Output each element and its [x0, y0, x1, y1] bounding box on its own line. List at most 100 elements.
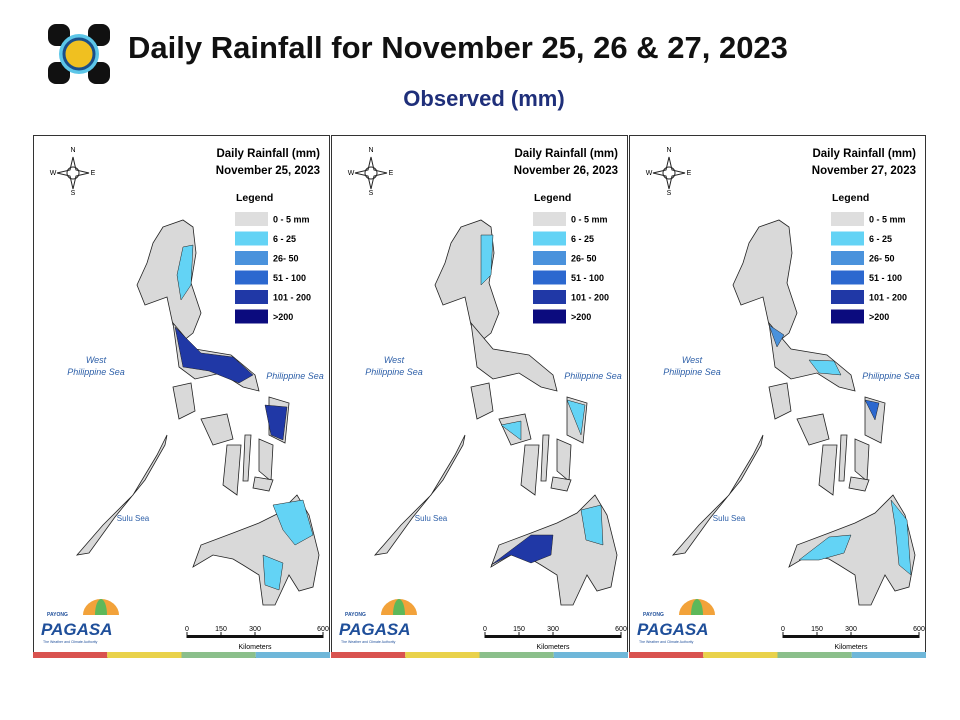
sea-label: Philippine Sea: [67, 367, 125, 377]
island: [470, 321, 558, 392]
compass-label: W: [646, 170, 653, 177]
color-strip: [629, 652, 704, 658]
rain-area: [490, 534, 554, 566]
rain-area: [580, 504, 604, 546]
compass-label: S: [369, 190, 374, 197]
color-strip: [851, 652, 926, 658]
color-strip: [107, 652, 182, 658]
legend-label: >200: [869, 312, 889, 322]
rain-area: [272, 499, 314, 546]
island: [768, 382, 792, 420]
island: [470, 382, 494, 420]
rain-area: [864, 399, 880, 421]
legend-swatch: [533, 212, 566, 226]
compass: [56, 156, 90, 190]
legend-heading: Legend: [832, 192, 869, 204]
compass-label: E: [389, 170, 394, 177]
scale-label: 0: [781, 626, 785, 633]
scale-label: 300: [249, 626, 261, 633]
map-heading: Daily Rainfall (mm): [216, 148, 320, 160]
island: [796, 413, 830, 446]
rain-area: [566, 399, 586, 436]
compass-label: N: [368, 147, 373, 154]
sea-label: Philippine Sea: [862, 371, 920, 381]
compass-label: S: [667, 190, 672, 197]
legend-label: 26- 50: [869, 254, 895, 264]
legend-label: 6 - 25: [571, 234, 594, 244]
compass-label: W: [50, 170, 57, 177]
color-strip: [405, 652, 480, 658]
legend-swatch: [533, 309, 566, 324]
map-date: November 26, 2023: [514, 165, 618, 177]
legend-label: 51 - 100: [273, 273, 306, 283]
logo: [48, 24, 110, 84]
scale-unit: Kilometers: [834, 644, 868, 651]
scale-label: 600: [615, 626, 627, 633]
scale-label: 600: [913, 626, 925, 633]
map: N S W E Daily Rainfall (mm) November 26, 2023…: [331, 135, 628, 658]
map-date: November 25, 2023: [216, 165, 320, 177]
legend-label: >200: [273, 312, 293, 322]
island: [242, 434, 252, 482]
scale-label: 0: [483, 626, 487, 633]
scale-label: 600: [317, 626, 329, 633]
sea-label: West: [682, 355, 703, 365]
compass: [354, 156, 388, 190]
color-strip: [777, 652, 852, 658]
compass-label: E: [687, 170, 692, 177]
map-heading: Daily Rainfall (mm): [812, 148, 916, 160]
scale-label: 300: [547, 626, 559, 633]
scale-label: 150: [513, 626, 525, 633]
compass: [66, 166, 80, 180]
logo-umbrella: [691, 599, 703, 615]
sea-label: Philippine Sea: [564, 371, 622, 381]
legend-label: 6 - 25: [869, 234, 892, 244]
logo-umbrella: [95, 599, 107, 615]
legend-swatch: [235, 251, 268, 265]
legend-swatch: [235, 270, 268, 285]
legend-swatch: [831, 309, 864, 324]
scale-unit: Kilometers: [536, 644, 570, 651]
logo-small: PAYONG: [643, 612, 664, 618]
color-strip: [703, 652, 778, 658]
island: [520, 444, 540, 496]
logo-name: PAGASA: [339, 620, 410, 639]
legend-label: 101 - 200: [869, 293, 907, 303]
sea-label: Sulu Sea: [713, 514, 746, 523]
legend-label: >200: [571, 312, 591, 322]
logo-name: PAGASA: [41, 620, 112, 639]
island: [550, 476, 572, 492]
legend-swatch: [831, 251, 864, 265]
rain-area: [500, 420, 522, 441]
map-panel: N S W E Daily Rainfall (mm) November 25, 2023…: [33, 135, 330, 658]
legend-label: 51 - 100: [571, 273, 604, 283]
sea-label: Philippine Sea: [365, 367, 423, 377]
legend-swatch: [831, 212, 864, 226]
rain-area: [808, 359, 842, 376]
legend-swatch: [235, 231, 268, 246]
legend-label: 101 - 200: [571, 293, 609, 303]
legend-swatch: [533, 270, 566, 285]
scale-label: 150: [811, 626, 823, 633]
map: N S W E Daily Rainfall (mm) November 27, 2023…: [629, 135, 926, 658]
scale-label: 300: [845, 626, 857, 633]
island: [373, 434, 466, 556]
rain-area: [798, 534, 852, 561]
compass-label: N: [666, 147, 671, 154]
scale-label: 150: [215, 626, 227, 633]
compass-label: E: [91, 170, 96, 177]
compass: [652, 156, 686, 190]
island: [540, 434, 550, 482]
rain-area: [890, 499, 912, 576]
legend-label: 6 - 25: [273, 234, 296, 244]
island: [172, 382, 196, 420]
legend-label: 26- 50: [273, 254, 299, 264]
color-strip: [181, 652, 256, 658]
scale-unit: Kilometers: [238, 644, 272, 651]
logo-small: PAYONG: [345, 612, 366, 618]
logo-tagline: The Weather and Climate Authority: [639, 640, 694, 644]
rain-area: [174, 326, 254, 384]
legend-label: 0 - 5 mm: [571, 215, 608, 225]
sea-label: Philippine Sea: [663, 367, 721, 377]
color-strip: [479, 652, 554, 658]
